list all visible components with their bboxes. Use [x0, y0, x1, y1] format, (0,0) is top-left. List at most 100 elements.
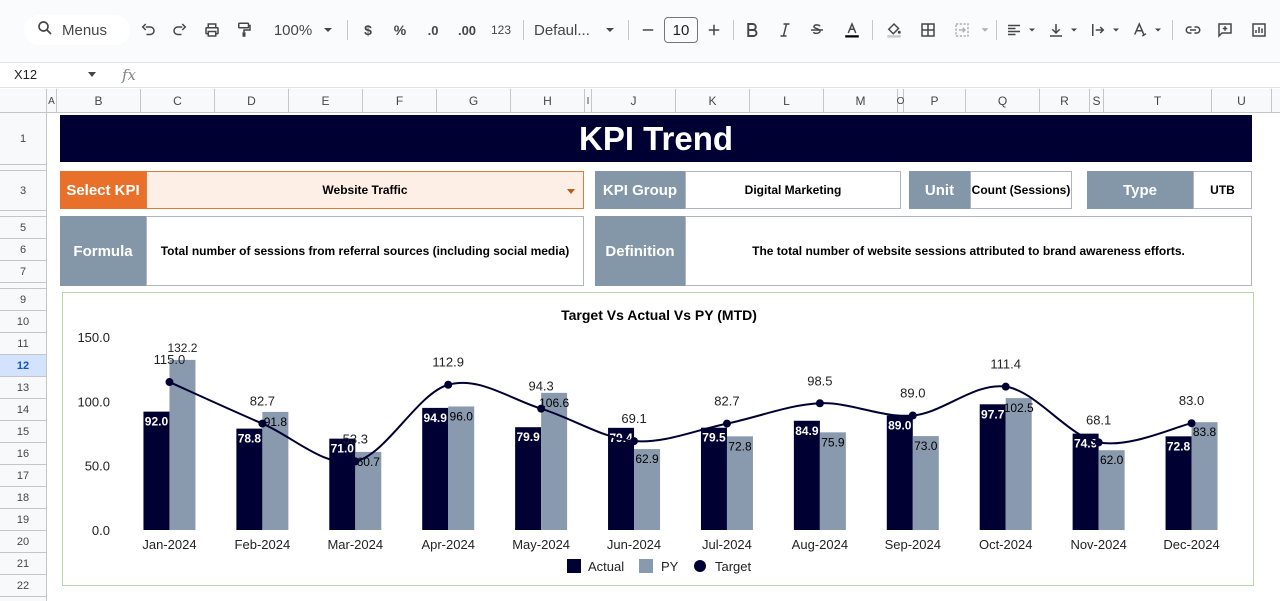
strikethrough-icon[interactable] [807, 20, 827, 40]
column-header-f[interactable]: F [363, 89, 437, 113]
font-size-decrease-icon[interactable] [638, 20, 658, 40]
row-header-11[interactable]: 11 [0, 333, 46, 355]
bold-icon[interactable] [742, 20, 762, 40]
number-format-button[interactable]: 123 [490, 23, 512, 37]
target-data-label: 82.7 [250, 394, 275, 409]
row-header-20[interactable]: 20 [0, 531, 46, 553]
font-family-select[interactable]: Defaul... [534, 21, 590, 39]
valign-dropdown-icon[interactable] [1068, 20, 1080, 40]
column-header-g[interactable]: G [437, 89, 511, 113]
rotation-dropdown-icon[interactable] [1152, 20, 1164, 40]
row-header-21[interactable]: 21 [0, 553, 46, 575]
fill-color-icon[interactable] [882, 18, 906, 42]
borders-icon[interactable] [918, 20, 938, 40]
merge-dropdown-icon[interactable] [978, 20, 992, 40]
row-header-9[interactable]: 9 [0, 289, 46, 311]
select-all-corner[interactable] [0, 89, 47, 113]
row-header-17[interactable]: 17 [0, 465, 46, 487]
undo-icon[interactable] [138, 20, 158, 40]
x-tick-label: Sep-2024 [885, 537, 941, 552]
column-header-h[interactable]: H [511, 89, 585, 113]
column-header-p[interactable]: P [904, 89, 966, 113]
print-icon[interactable] [202, 20, 222, 40]
toolbar: Menus 100% $ % .0 .00 123 Defaul... 10 [0, 0, 1280, 62]
font-size-input[interactable]: 10 [664, 17, 698, 43]
column-header-o[interactable]: O [897, 89, 904, 113]
zoom-dropdown-icon[interactable] [320, 18, 336, 42]
column-header-t[interactable]: T [1104, 89, 1212, 113]
row-header-5[interactable]: 5 [0, 217, 46, 239]
row-header-15[interactable]: 15 [0, 421, 46, 443]
insert-chart-icon[interactable] [1248, 20, 1270, 40]
column-header-m[interactable]: M [824, 89, 898, 113]
row-header-13[interactable]: 13 [0, 377, 46, 399]
column-header-a[interactable]: A [47, 89, 57, 113]
name-box[interactable]: X12 [14, 67, 38, 82]
name-box-dropdown-icon[interactable] [88, 72, 96, 77]
column-header-k[interactable]: K [676, 89, 750, 113]
percent-format-button[interactable]: % [393, 22, 407, 38]
target-data-label: 111.4 [990, 357, 1021, 372]
row-header-18[interactable]: 18 [0, 487, 46, 509]
redo-icon[interactable] [170, 20, 190, 40]
vertical-align-icon[interactable] [1046, 20, 1066, 40]
target-point [908, 411, 917, 420]
row-header-14[interactable]: 14 [0, 399, 46, 421]
row-header-22[interactable]: 22 [0, 575, 46, 597]
font-size-increase-icon[interactable] [704, 20, 724, 40]
py-bar [912, 436, 939, 530]
row-header-12[interactable]: 12 [0, 355, 46, 377]
column-header-j[interactable]: J [592, 89, 676, 113]
zoom-value[interactable]: 100% [273, 21, 313, 39]
target-point [722, 419, 731, 428]
legend-target-label: Target [715, 559, 752, 574]
insert-comment-icon[interactable] [1214, 20, 1236, 40]
row-header-6[interactable]: 6 [0, 239, 46, 261]
toolbar-divider [872, 20, 873, 40]
y-tick-label: 0.0 [92, 523, 110, 538]
wrap-dropdown-icon[interactable] [1110, 20, 1122, 40]
merge-cells-icon[interactable] [952, 20, 972, 40]
halign-dropdown-icon[interactable] [1026, 20, 1038, 40]
column-header-l[interactable]: L [750, 89, 824, 113]
font-dropdown-icon[interactable] [602, 18, 618, 42]
currency-format-button[interactable]: $ [364, 22, 372, 38]
py-bar [1191, 422, 1218, 530]
row-header-1[interactable]: 1 [0, 113, 46, 165]
decrease-decimal-button[interactable]: .0 [427, 22, 439, 38]
increase-decimal-button[interactable]: .00 [457, 22, 477, 38]
horizontal-align-icon[interactable] [1004, 20, 1024, 40]
column-header-i[interactable]: I [585, 89, 592, 113]
py-data-label: 73.0 [914, 439, 938, 453]
select-kpi-dropdown[interactable]: Website Traffic [146, 171, 584, 209]
column-header-d[interactable]: D [215, 89, 289, 113]
text-rotation-icon[interactable] [1130, 20, 1150, 40]
row-header-3[interactable]: 3 [0, 171, 46, 211]
row-header-4[interactable] [0, 211, 46, 217]
column-header-b[interactable]: B [57, 89, 141, 113]
row-header-16[interactable]: 16 [0, 443, 46, 465]
column-header-q[interactable]: Q [966, 89, 1040, 113]
column-header-r[interactable]: R [1040, 89, 1090, 113]
row-header-10[interactable]: 10 [0, 311, 46, 333]
chevron-down-icon[interactable] [567, 189, 575, 194]
paint-format-icon[interactable] [234, 20, 254, 40]
text-wrapping-icon[interactable] [1088, 20, 1108, 40]
italic-icon[interactable] [775, 20, 795, 40]
row-header-7[interactable]: 7 [0, 261, 46, 283]
row-header-2[interactable] [0, 165, 46, 171]
y-tick-label: 50.0 [85, 459, 110, 474]
kpi-trend-chart[interactable]: Target Vs Actual Vs PY (MTD) 0.0 50.0 100.0… [62, 292, 1254, 586]
py-data-label: 106.6 [539, 396, 569, 410]
column-header-s[interactable]: S [1090, 89, 1104, 113]
menus-search-button[interactable]: Menus [24, 15, 130, 45]
type-label: Type [1087, 171, 1193, 209]
insert-link-icon[interactable] [1182, 20, 1204, 40]
text-color-icon[interactable] [840, 18, 864, 42]
row-header-19[interactable]: 19 [0, 509, 46, 531]
row-header-8[interactable] [0, 283, 46, 289]
column-header-u[interactable]: U [1212, 89, 1272, 113]
column-header-c[interactable]: C [141, 89, 215, 113]
column-header-e[interactable]: E [289, 89, 363, 113]
target-point [165, 378, 174, 387]
